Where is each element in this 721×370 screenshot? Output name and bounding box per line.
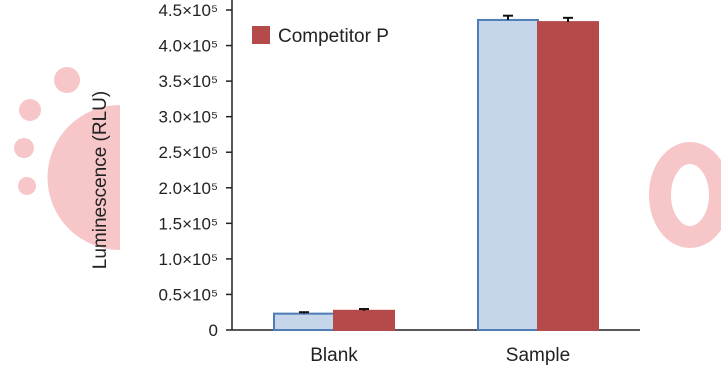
bar-blank-series-1: [273, 312, 335, 331]
y-tick-label: 0: [209, 321, 218, 340]
y-tick-label: 2.5×10⁵: [158, 143, 218, 162]
bar-sample-series-1: [477, 18, 539, 331]
y-tick-label: 4.0×10⁵: [158, 37, 218, 56]
y-tick-label: 0.5×10⁵: [158, 285, 218, 304]
y-tick-label: 2.0×10⁵: [158, 179, 218, 198]
watermark: [14, 67, 721, 250]
bar-blank-series-2: [333, 309, 395, 331]
legend: Competitor P: [252, 26, 389, 47]
y-tick-label: 4.5×10⁵: [158, 1, 218, 20]
y-tick-label: 1.5×10⁵: [158, 214, 218, 233]
y-tick-label: 3.5×10⁵: [158, 72, 218, 91]
x-category-label: Sample: [506, 345, 570, 366]
legend-swatch: [252, 26, 270, 44]
plot-area: 0 0.5×10⁵ 1.0×10⁵ 1.5×10⁵ 2.0×10⁵ 2.5×10⁵ 3.0×…: [158, 0, 640, 366]
y-tick-label: 1.0×10⁵: [158, 250, 218, 269]
bar-sample-series-2: [537, 21, 599, 331]
legend-label: Competitor P: [278, 26, 389, 47]
x-category-label: Blank: [310, 345, 358, 366]
y-axis-title: Luminescence (RLU): [90, 91, 111, 269]
y-tick-label: 3.0×10⁵: [158, 108, 218, 127]
